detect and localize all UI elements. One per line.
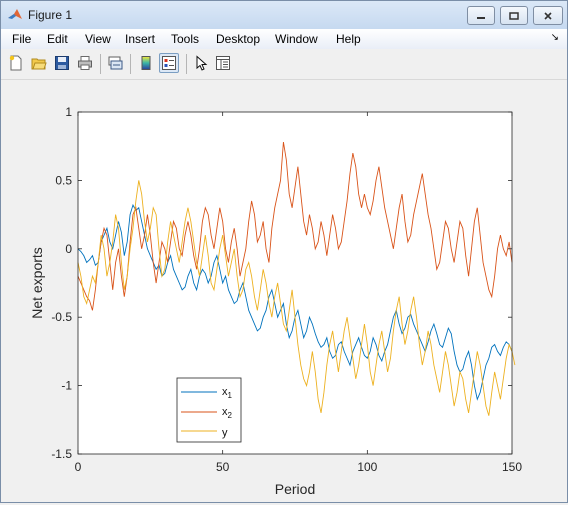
open-file-icon	[31, 58, 47, 70]
close-icon	[544, 11, 552, 20]
series-layer	[77, 142, 516, 416]
window-title: Figure 1	[28, 8, 73, 22]
menu-tools[interactable]: Tools	[171, 32, 200, 46]
x-tick-label: 0	[75, 460, 82, 474]
insert-legend-icon	[162, 56, 176, 70]
y-tick-label: -0.5	[51, 310, 72, 324]
insert-colorbar-icon	[141, 56, 151, 70]
menu-edit[interactable]: Edit	[47, 32, 68, 46]
property-inspector-icon	[216, 56, 230, 70]
figure-canvas: 0 50 100 150 1 0.5 0 -0.5 -1 -1.5 Period Net expo…	[1, 80, 567, 502]
legend-box	[176, 377, 242, 443]
insert-legend-button[interactable]	[159, 53, 179, 73]
menu-window[interactable]: Window	[275, 32, 318, 46]
line-chart[interactable]: 0 50 100 150 1 0.5 0 -0.5 -1 -1.5 Period Net expo…	[1, 80, 567, 502]
save-button[interactable]	[52, 53, 72, 73]
y-tick-label: 0.5	[55, 173, 72, 187]
menu-view[interactable]: View	[85, 32, 111, 46]
menu-bar: File Edit View Insert Tools Desktop Wind…	[1, 29, 567, 49]
x-axis-label: Period	[275, 481, 315, 497]
insert-colorbar-button[interactable]	[136, 53, 156, 73]
series-line-x2	[77, 142, 513, 311]
maximize-icon	[509, 11, 519, 20]
edit-plot-icon	[196, 55, 208, 71]
axes-background	[78, 112, 512, 454]
menu-help[interactable]: Help	[336, 32, 361, 46]
minimize-icon	[477, 16, 485, 19]
x-tick-label: 100	[357, 460, 377, 474]
new-figure-button[interactable]	[6, 53, 26, 73]
print-icon	[78, 56, 92, 70]
y-tick-label: 0	[65, 242, 72, 256]
y-tick-label: 1	[65, 105, 72, 119]
legend-label-x1: x1	[222, 386, 233, 400]
legend[interactable]: x1 x2 y	[176, 377, 242, 443]
menu-desktop[interactable]: Desktop	[216, 32, 261, 46]
minimize-button[interactable]	[467, 6, 495, 25]
x-tick-label: 150	[502, 460, 522, 474]
print-button[interactable]	[75, 53, 95, 73]
series-line-y	[77, 180, 516, 416]
maximize-button[interactable]	[500, 6, 528, 25]
matlab-logo-icon	[8, 9, 22, 19]
toolbar-separator	[100, 54, 101, 74]
figure-toolbar	[1, 49, 567, 80]
y-tick-label: -1.5	[51, 447, 72, 461]
edit-plot-button[interactable]	[191, 53, 211, 73]
x-tick-label: 50	[216, 460, 230, 474]
property-inspector-button[interactable]	[213, 53, 233, 73]
save-icon	[55, 56, 69, 70]
close-button[interactable]	[533, 6, 563, 25]
y-axis-label: Net exports	[29, 247, 45, 319]
link-plot-button[interactable]	[105, 53, 125, 73]
toolbar-separator	[186, 54, 187, 74]
legend-label-y: y	[222, 427, 228, 439]
toolbar-separator	[130, 54, 131, 74]
open-file-button[interactable]	[29, 53, 49, 73]
link-plot-icon	[108, 56, 123, 70]
menu-insert[interactable]: Insert	[125, 32, 156, 46]
legend-label-x2: x2	[222, 406, 233, 420]
dock-arrow-icon[interactable]: ↘	[550, 32, 559, 43]
y-tick-label: -1	[61, 379, 72, 393]
ticks-layer: 0 50 100 150 1 0.5 0 -0.5 -1 -1.5	[51, 105, 522, 474]
title-bar[interactable]: Figure 1	[1, 1, 567, 29]
menu-file[interactable]: File	[12, 32, 32, 46]
axes-box	[77, 111, 513, 455]
new-figure-icon	[9, 55, 22, 71]
